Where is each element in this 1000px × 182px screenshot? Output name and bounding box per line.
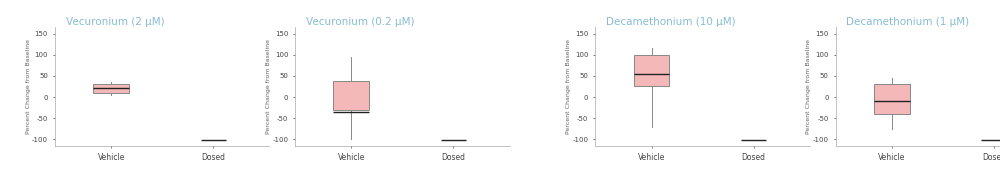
- Bar: [333, 81, 369, 110]
- Text: Decamethonium (1 μM): Decamethonium (1 μM): [846, 17, 969, 27]
- Text: Vecuronium (0.2 μM): Vecuronium (0.2 μM): [306, 17, 414, 27]
- Bar: [634, 55, 669, 86]
- Bar: [874, 84, 910, 114]
- Text: Vecuronium (2 μM): Vecuronium (2 μM): [66, 17, 164, 27]
- Y-axis label: Percent Change from Baseline: Percent Change from Baseline: [26, 39, 31, 134]
- Y-axis label: Percent Change from Baseline: Percent Change from Baseline: [266, 39, 271, 134]
- Y-axis label: Percent Change from Baseline: Percent Change from Baseline: [806, 39, 811, 134]
- Text: Decamethonium (10 μM): Decamethonium (10 μM): [606, 17, 736, 27]
- Bar: [93, 84, 129, 93]
- Y-axis label: Percent Change from Baseline: Percent Change from Baseline: [566, 39, 571, 134]
